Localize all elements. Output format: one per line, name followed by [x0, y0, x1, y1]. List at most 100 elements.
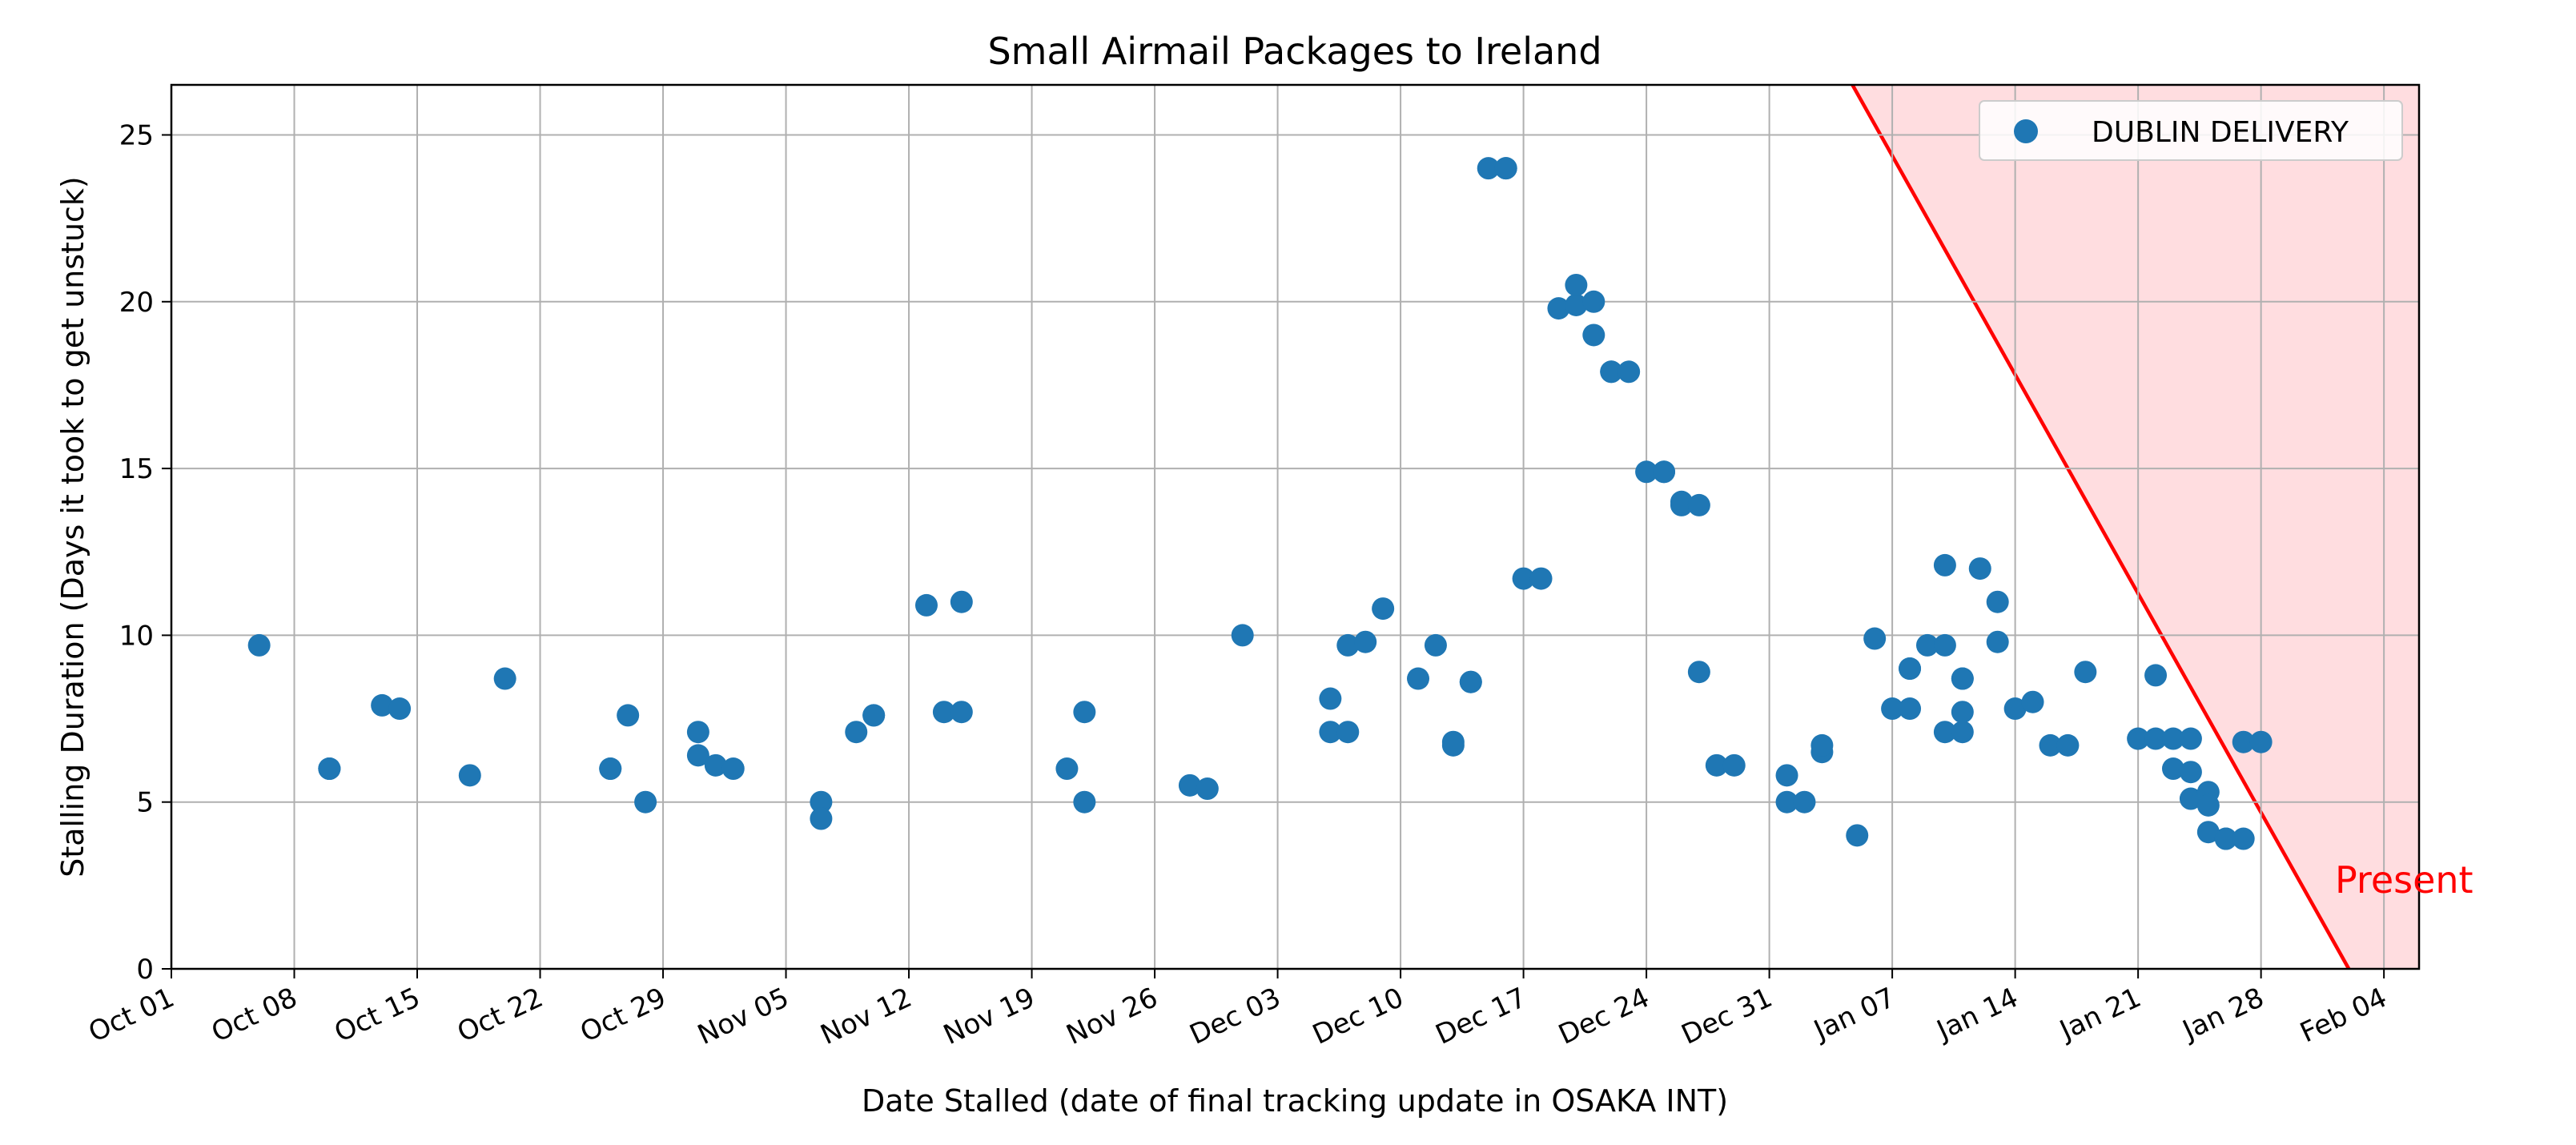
- y-tick-label: 25: [119, 119, 154, 151]
- data-point: [1687, 661, 1710, 684]
- plot-frame: [170, 83, 2421, 970]
- data-point: [810, 790, 833, 814]
- y-tick-label: 0: [136, 954, 154, 986]
- legend: DUBLIN DELIVERY: [1979, 100, 2403, 161]
- data-point: [599, 757, 622, 781]
- x-axis-label: Date Stalled (date of final tracking upd…: [862, 1083, 1728, 1119]
- y-tick-label: 5: [136, 787, 154, 819]
- data-point: [634, 790, 657, 814]
- data-point: [721, 757, 745, 781]
- data-point: [2056, 733, 2080, 757]
- data-point: [388, 697, 412, 721]
- data-point: [810, 807, 833, 830]
- data-point: [2161, 727, 2184, 750]
- data-point: [1775, 790, 1798, 814]
- data-point: [1951, 721, 1974, 744]
- y-axis-label: Stalling Duration (Days it took to get u…: [55, 176, 90, 878]
- data-point: [1547, 297, 1570, 320]
- data-point: [1441, 730, 1465, 753]
- y-tick-label: 10: [119, 620, 154, 652]
- data-point: [2179, 727, 2202, 750]
- legend-box: [1979, 100, 2403, 161]
- data-point: [950, 590, 973, 613]
- data-point: [1336, 633, 1360, 657]
- data-point: [686, 721, 709, 744]
- data-point: [1565, 293, 1588, 316]
- data-point: [950, 701, 973, 724]
- data-point: [371, 693, 394, 717]
- data-point: [1073, 701, 1096, 724]
- data-point: [1881, 697, 1904, 721]
- data-point: [1951, 701, 1974, 724]
- data-point: [1846, 824, 1869, 847]
- data-point: [932, 701, 955, 724]
- data-point: [1775, 764, 1798, 787]
- data-point: [2214, 827, 2237, 850]
- legend-label: DUBLIN DELIVERY: [2092, 116, 2349, 149]
- data-point: [1582, 323, 1605, 347]
- data-point: [2232, 730, 2255, 753]
- data-point: [1073, 790, 1096, 814]
- data-point: [1372, 597, 1395, 621]
- data-points: [247, 157, 2273, 850]
- data-point: [1653, 460, 1676, 484]
- data-point: [1986, 590, 2009, 613]
- data-point: [1705, 753, 1728, 777]
- data-point: [1055, 757, 1079, 781]
- data-point: [318, 757, 341, 781]
- data-point: [458, 764, 481, 787]
- data-point: [1722, 753, 1746, 777]
- data-point: [2179, 787, 2202, 810]
- data-point: [2144, 664, 2168, 687]
- data-point: [914, 593, 938, 617]
- legend-marker: [2014, 119, 2038, 143]
- data-point: [1863, 627, 1887, 650]
- data-point: [1319, 687, 1342, 710]
- data-point: [1512, 567, 1535, 590]
- data-point: [1354, 630, 1377, 653]
- data-point: [1231, 624, 1254, 647]
- data-point: [1687, 493, 1710, 516]
- data-point: [1635, 460, 1658, 484]
- data-point: [1899, 657, 1922, 681]
- data-point: [2161, 757, 2184, 781]
- data-point: [1477, 157, 1500, 180]
- data-point: [1494, 157, 1517, 180]
- data-point: [2144, 727, 2168, 750]
- data-point: [686, 744, 709, 767]
- data-point: [2039, 733, 2062, 757]
- data-point: [1565, 273, 1588, 296]
- data-point: [1933, 553, 1956, 577]
- data-point: [1915, 633, 1939, 657]
- data-point: [2074, 661, 2097, 684]
- data-point: [1793, 790, 1816, 814]
- y-axis-ticks: 0 5 10 15 20 25: [119, 119, 171, 986]
- data-point: [2127, 727, 2150, 750]
- data-point: [1582, 290, 1605, 313]
- present-label: Present: [2335, 858, 2474, 902]
- data-point: [493, 667, 516, 690]
- data-point: [1933, 633, 1956, 657]
- data-point: [1424, 633, 1447, 657]
- data-point: [1951, 667, 1974, 690]
- data-point: [845, 721, 868, 744]
- data-point: [1529, 567, 1553, 590]
- data-point: [1810, 733, 1834, 757]
- data-point: [2179, 761, 2202, 784]
- data-point: [2196, 793, 2220, 817]
- data-point: [862, 704, 886, 727]
- data-point: [1968, 557, 1991, 581]
- data-point: [1600, 360, 1623, 384]
- data-point: [1319, 721, 1342, 744]
- data-point: [2196, 821, 2220, 844]
- data-point: [1459, 670, 1482, 693]
- data-point: [617, 704, 640, 727]
- data-point: [1178, 773, 1201, 797]
- data-point: [1618, 360, 1641, 384]
- data-point: [1986, 630, 2009, 653]
- data-point: [2021, 690, 2044, 713]
- data-point: [1899, 697, 1922, 721]
- data-point: [2249, 730, 2273, 753]
- data-point: [1196, 777, 1219, 801]
